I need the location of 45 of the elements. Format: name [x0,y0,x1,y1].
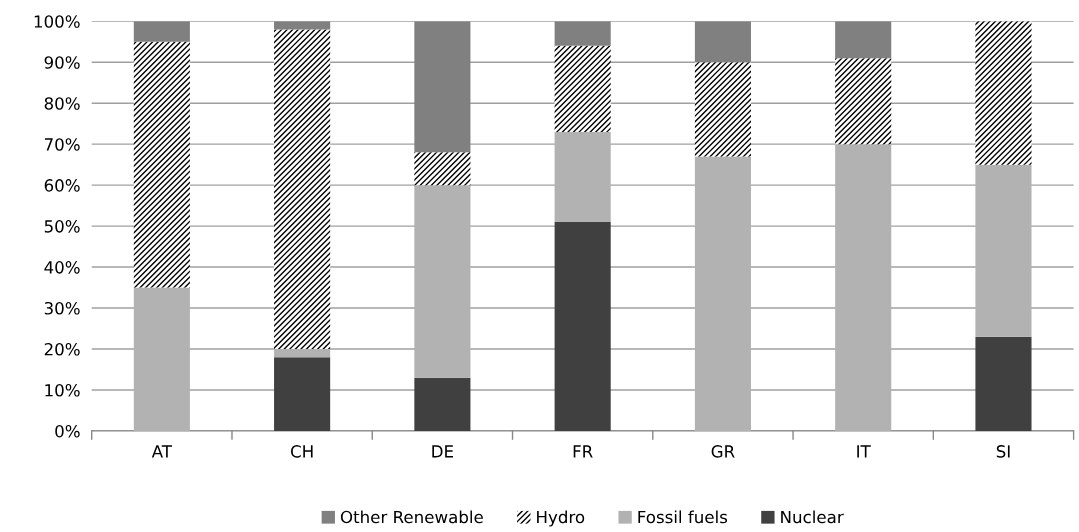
legend-label: Other Renewable [340,510,483,524]
y-tick-label: 80% [44,97,80,110]
y-tick-label: 10% [45,383,80,397]
y-tick-label: 20% [44,342,80,356]
bar [133,21,190,42]
bar [694,62,751,157]
y-tick-label: 100% [34,15,80,28]
bar [835,58,892,145]
legend-label: Nuclear [781,510,844,524]
bar [414,185,471,378]
bar [975,164,1032,337]
legend-label: Fossil fuels [638,510,728,524]
bar [554,21,611,46]
bar [975,336,1032,431]
x-tick-label: IT [857,445,871,458]
y-tick-label: 0% [55,424,80,438]
bar [835,144,892,431]
y-tick-label: 30% [44,301,80,315]
x-tick-label: SI [996,445,1010,458]
bar [554,222,611,431]
x-tick-label: FR [573,445,593,458]
x-tick-label: CH [290,445,313,458]
bar [694,21,751,63]
bar [274,357,331,431]
y-tick-label: 90% [44,56,80,69]
bar [975,21,1032,165]
bar [274,29,331,349]
x-tick-label: GR [711,445,735,458]
bar [414,377,471,431]
y-tick-label: 60% [44,179,80,192]
bar [274,348,331,358]
bar [554,131,611,222]
y-tick-label: 50% [44,220,80,233]
y-tick-label: 40% [44,261,80,274]
bar [554,45,611,132]
bar [133,41,190,288]
y-tick-label: 70% [44,138,80,151]
legend-label: Hydro [537,510,585,527]
bar [835,21,892,59]
x-tick-label: AT [151,445,173,458]
x-tick-label: DE [432,445,453,458]
bar [414,152,471,186]
bar [414,21,471,153]
bar [694,156,751,431]
bar [133,287,190,431]
